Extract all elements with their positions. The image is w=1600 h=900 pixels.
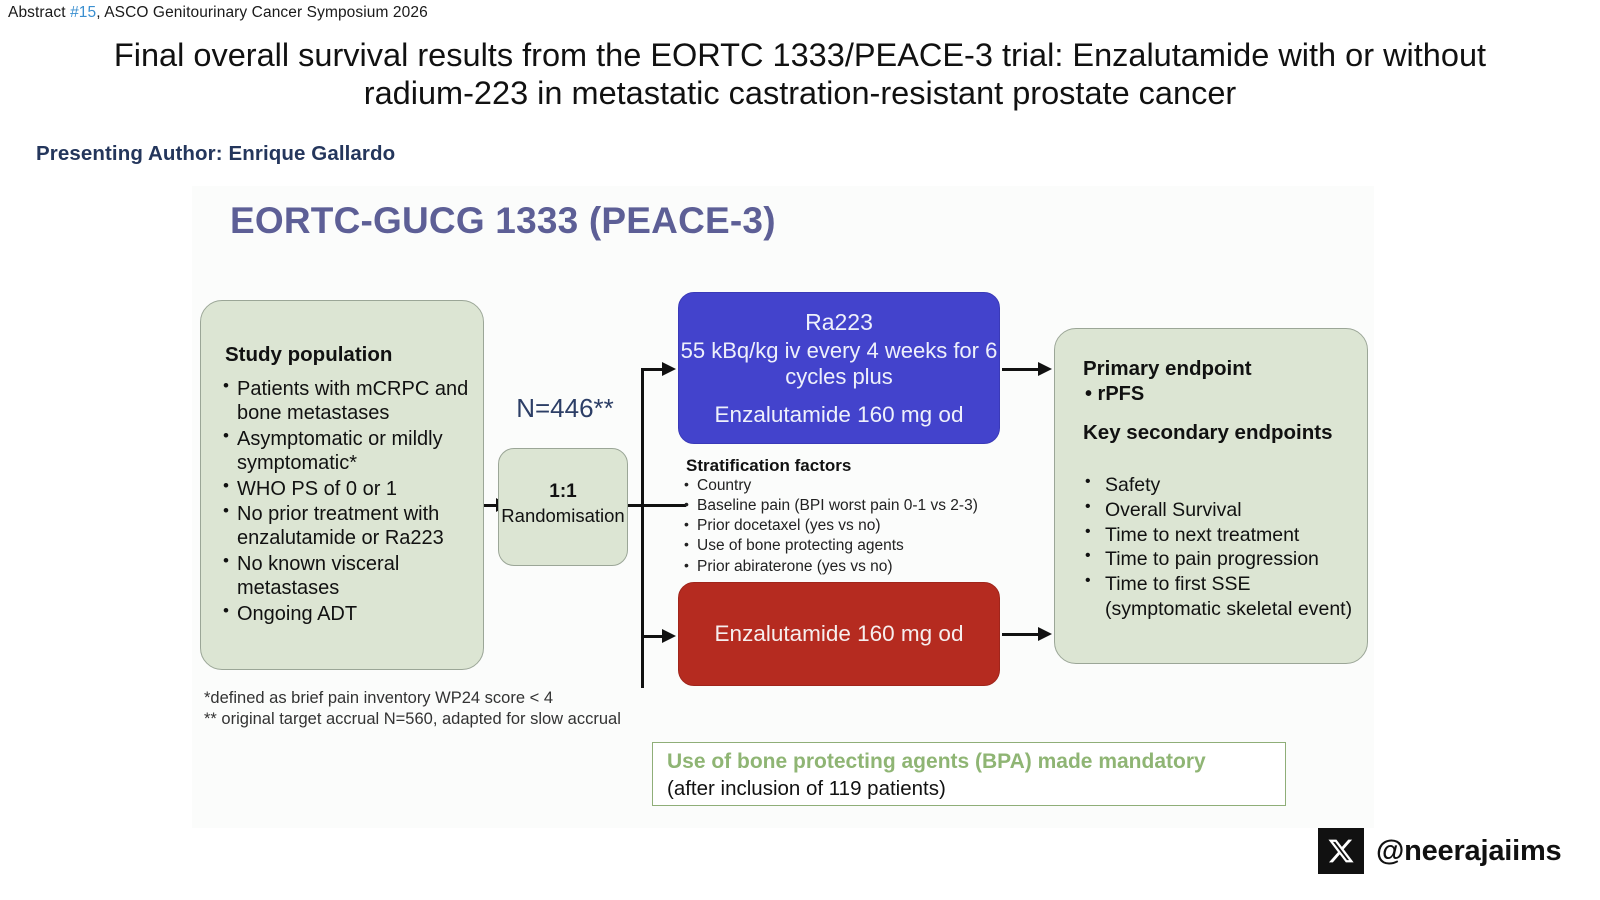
randomisation-box: 1:1 Randomisation [498,448,628,566]
abstract-prefix: Abstract [8,4,71,21]
randomisation-label: Randomisation [501,505,625,526]
secondary-endpoints-heading: Key secondary endpoints [1083,421,1333,444]
list-item: Safety [1085,472,1355,498]
social-handle[interactable]: @neerajaiims [1376,834,1562,867]
list-item: Overall Survival [1085,497,1355,523]
list-item: Country [684,475,1024,496]
control-arm-drug: Enzalutamide 160 mg od [714,621,964,646]
arrowhead-red-arm [662,629,676,643]
connector-pop-to-rand [484,504,498,507]
secondary-endpoints-list: Safety Overall Survival Time to next tre… [1085,472,1355,622]
arrowhead-endpoints-bottom [1038,627,1052,641]
page-title: Final overall survival results from the … [113,37,1487,112]
study-population-heading: Study population [225,343,393,366]
list-item: Asymptomatic or mildly symptomatic* [223,426,473,476]
study-population-list: Patients with mCRPC and bone metastases … [223,376,473,627]
connector-to-red [641,635,669,638]
bpa-callout-detail: (after inclusion of 119 patients) [667,777,946,800]
experimental-arm-box: Ra223 55 kBq/kg iv every 4 weeks for 6 c… [678,292,1000,444]
abstract-number: #15 [70,4,97,21]
connector-red-to-endpoints [1002,633,1046,636]
presenting-author: Presenting Author: Enrique Gallardo [36,142,396,165]
footnote-double-asterisk: ** original target accrual N=560, adapte… [204,710,621,729]
study-population-box: Study population Patients with mCRPC and… [200,300,484,670]
experimental-arm-drug: Ra223 [805,309,873,335]
connector-rand-stem [628,504,686,507]
connector-to-blue [641,368,669,371]
list-item: Patients with mCRPC and bone metastases [223,376,473,426]
x-logo-icon[interactable] [1318,828,1364,874]
list-item: No prior treatment with enzalutamide or … [223,501,473,551]
experimental-arm-dosing: 55 kBq/kg iv every 4 weeks for 6 cycles … [680,338,998,390]
abstract-conference: , ASCO Genitourinary Cancer Symposium 20… [96,4,428,21]
list-item: Prior abiraterone (yes vs no) [684,556,1024,577]
arrowhead-endpoints-top [1038,362,1052,376]
list-item: Prior docetaxel (yes vs no) [684,515,1024,536]
primary-endpoint-heading: Primary endpoint [1083,357,1252,380]
bpa-callout-box: Use of bone protecting agents (BPA) made… [652,742,1286,806]
list-item: Ongoing ADT [223,600,473,626]
list-item-continuation: (symptomatic skeletal event) [1105,597,1353,620]
list-item: Time to next treatment [1085,522,1355,548]
list-item-label: Time to first SSE [1105,573,1251,595]
figure-title: EORTC-GUCG 1333 (PEACE-3) [230,200,776,241]
connector-blue-to-endpoints [1002,368,1046,371]
list-item: Time to pain progression [1085,546,1355,572]
abstract-reference: Abstract #15, ASCO Genitourinary Cancer … [8,4,428,22]
stratification-list: Country Baseline pain (BPI worst pain 0-… [684,475,1024,577]
connector-rand-vertical [641,368,644,688]
figure-footnotes: *defined as brief pain inventory WP24 sc… [204,688,674,731]
social-attribution[interactable]: @neerajaiims [1318,828,1562,874]
randomisation-ratio: 1:1 [549,481,577,502]
primary-endpoint-item: • rPFS [1085,383,1145,405]
trial-schema-figure: EORTC-GUCG 1333 (PEACE-3) Study populati… [192,186,1374,828]
enrollment-label: N=446** [516,393,614,423]
arrowhead-blue-arm [662,362,676,376]
experimental-arm-combination: Enzalutamide 160 mg od [714,402,964,427]
list-item: Use of bone protecting agents [684,535,1024,556]
control-arm-box: Enzalutamide 160 mg od [678,582,1000,686]
bpa-callout-heading: Use of bone protecting agents (BPA) made… [667,750,1206,773]
endpoints-box: Primary endpoint • rPFS Key secondary en… [1054,328,1368,664]
list-item: No known visceral metastases [223,551,473,601]
list-item: Baseline pain (BPI worst pain 0-1 vs 2-3… [684,495,1024,516]
list-item: WHO PS of 0 or 1 [223,476,473,501]
stratification-heading: Stratification factors [686,456,852,475]
list-item: Time to first SSE(symptomatic skeletal e… [1085,571,1355,622]
footnote-single-asterisk: *defined as brief pain inventory WP24 sc… [204,689,553,707]
